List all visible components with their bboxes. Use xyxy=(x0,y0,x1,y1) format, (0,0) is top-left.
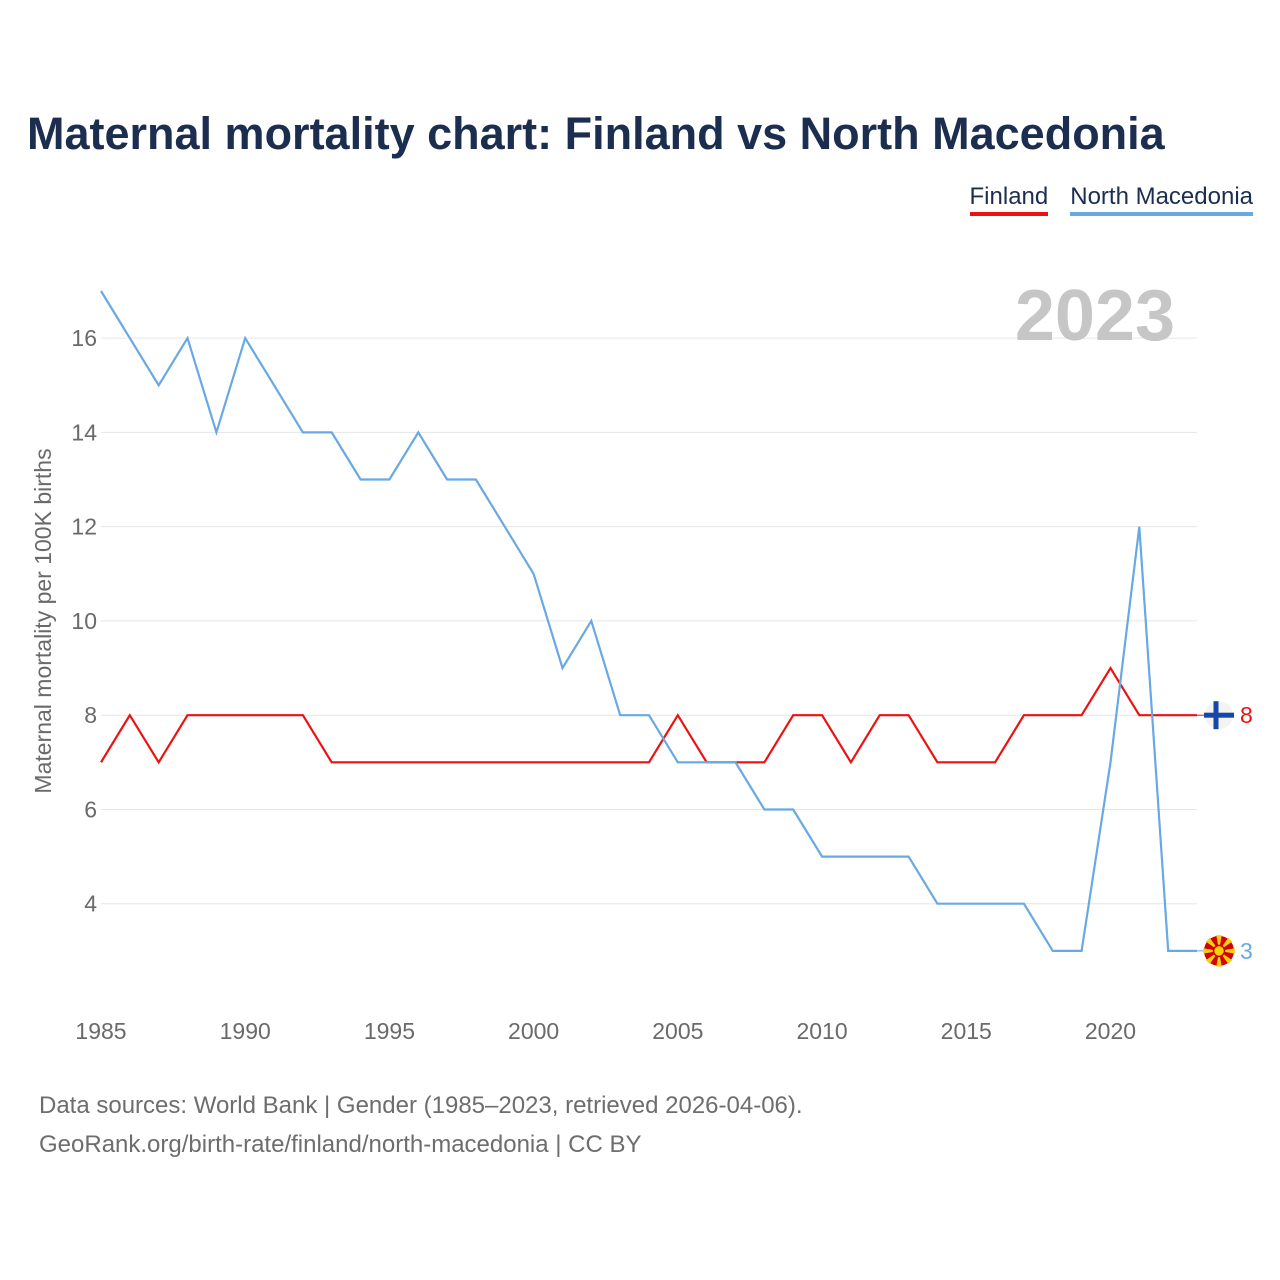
current-year-label: 2023 xyxy=(1015,276,1175,356)
source-line-1: Data sources: World Bank | Gender (1985–… xyxy=(39,1092,803,1119)
y-tick-label: 6 xyxy=(84,796,97,822)
end-value-north-macedonia: 3 xyxy=(1240,938,1253,964)
y-tick-label: 8 xyxy=(84,702,97,728)
y-axis-ticks: 4 6 8 10 12 14 16 xyxy=(71,325,97,917)
x-tick-label: 2000 xyxy=(508,1018,559,1044)
y-axis-label: Maternal mortality per 100K births xyxy=(30,448,56,793)
y-tick-label: 14 xyxy=(71,419,97,445)
y-tick-label: 10 xyxy=(71,608,97,634)
series-line-north-macedonia[interactable] xyxy=(100,290,1197,953)
gridlines xyxy=(101,337,1197,905)
legend-item-finland[interactable]: Finland xyxy=(969,183,1049,216)
series-end-markers: 83 xyxy=(1197,701,1253,967)
x-tick-label: 1995 xyxy=(364,1018,415,1044)
legend-item-north-macedonia[interactable]: North Macedonia xyxy=(1070,183,1253,216)
legend: Finland North Macedonia xyxy=(969,183,1253,216)
series-line-finland[interactable] xyxy=(100,665,1197,765)
x-axis-ticks: 1985 1990 1995 2000 2005 2010 2015 2020 xyxy=(75,1018,1136,1044)
x-tick-label: 2020 xyxy=(1085,1018,1136,1044)
line-chart: 2023 4 6 8 10 12 14 16 1985 1990 1995 2000 2005 201… xyxy=(30,276,1253,1044)
y-tick-label: 12 xyxy=(71,514,97,540)
x-tick-label: 2010 xyxy=(796,1018,847,1044)
x-tick-label: 2005 xyxy=(652,1018,703,1044)
y-tick-label: 16 xyxy=(71,325,97,351)
source-note: Data sources: World Bank | Gender (1985–… xyxy=(39,1086,803,1164)
north-macedonia-flag-icon xyxy=(1203,935,1235,967)
x-tick-label: 1990 xyxy=(220,1018,271,1044)
end-value-finland: 8 xyxy=(1240,702,1253,728)
chart-title: Maternal mortality chart: Finland vs Nor… xyxy=(27,108,1165,159)
x-tick-label: 1985 xyxy=(75,1018,126,1044)
source-line-2[interactable]: GeoRank.org/birth-rate/finland/north-mac… xyxy=(39,1131,642,1158)
y-tick-label: 4 xyxy=(84,891,97,917)
series-lines xyxy=(100,290,1197,953)
x-tick-label: 2015 xyxy=(941,1018,992,1044)
finland-flag-icon xyxy=(1204,701,1234,730)
